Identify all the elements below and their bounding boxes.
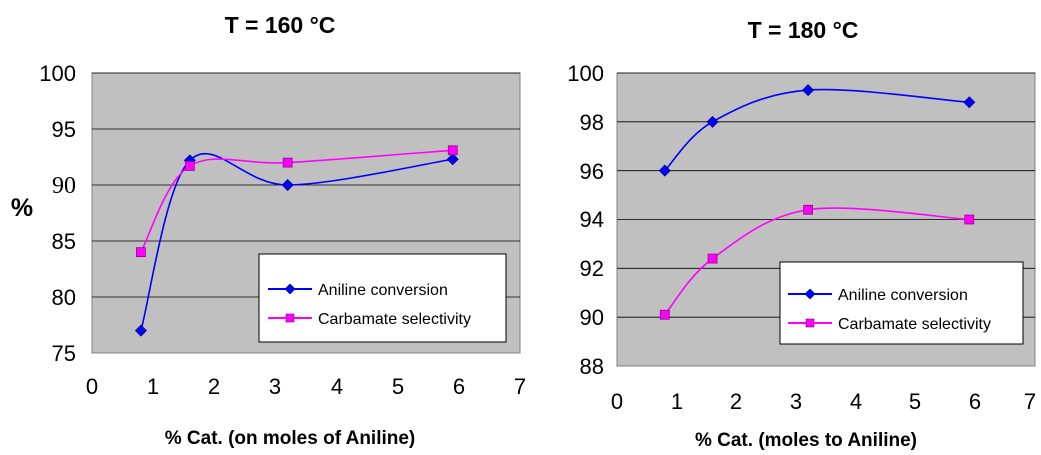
y-tick-label: 75 [52,341,76,366]
series-curves [140,149,453,331]
x-tick-labels: 0 1 2 3 4 5 6 7 [86,374,526,399]
data-point-square [136,247,146,258]
x-tick-label: 0 [611,389,623,414]
series-line-aniline-conversion [140,152,453,331]
y-tick-label: 98 [580,110,604,135]
data-point-diamond [134,324,147,337]
y-tick-label: 96 [580,159,604,184]
data-point-square [707,253,718,264]
y-tick-label: 100 [39,61,76,86]
data-point-diamond [706,115,719,128]
diamond-marker-icon [284,283,296,295]
data-point-square [282,157,293,168]
x-tick-label: 5 [392,374,404,399]
x-axis-label: % Cat. (moles to Aniline) [695,430,917,451]
y-tick-label: 80 [52,285,76,310]
x-tick-label: 4 [331,374,343,399]
y-tick-labels: 100 98 96 94 92 90 88 [567,61,604,379]
x-tick-label: 3 [269,374,281,399]
data-point-square [184,161,195,171]
x-tick-label: 6 [969,389,981,414]
legend-box [779,261,1024,345]
y-tick-label: 88 [580,354,604,379]
x-tick-label: 7 [514,374,526,399]
data-point-square [447,145,458,156]
data-point-diamond [963,96,976,109]
diamond-marker-icon [804,288,816,300]
data-point-diamond [446,153,459,166]
data-point-diamond [802,84,815,97]
series-line-carbamate-selectivity [664,207,970,316]
x-tick-labels: 0 1 2 3 4 5 6 7 [611,389,1036,414]
y-tick-label: 95 [52,117,76,142]
legend-label: Aniline conversion [838,287,968,304]
x-tick-label: 6 [453,374,465,399]
chart-title: T = 180 °C [748,17,859,43]
square-marker-icon [805,318,815,328]
y-tick-label: 92 [580,256,604,281]
y-tick-label: 90 [580,305,604,330]
y-tick-label: 94 [580,207,604,232]
data-point-square [659,309,670,320]
x-tick-label: 5 [909,389,921,414]
y-axis-label: % [11,194,33,222]
series-markers [134,145,459,337]
x-tick-label: 2 [208,374,220,399]
chart-title: T = 160 °C [225,12,336,38]
x-tick-label: 1 [671,389,683,414]
x-axis-label: % Cat. (on moles of Aniline) [165,428,416,449]
x-tick-label: 0 [86,374,98,399]
y-tick-label: 90 [52,173,76,199]
series-line-aniline-conversion [664,88,970,172]
chart-160: T = 160 °C 100 95 90 85 80 75 0 1 2 3 4 … [11,12,526,449]
y-tick-labels: 100 95 90 85 80 75 [39,61,76,366]
y-tick-label: 100 [567,61,604,86]
series-markers [658,84,976,320]
legend-box [258,253,507,343]
square-marker-icon [285,313,295,323]
data-point-diamond [281,179,294,191]
x-tick-label: 4 [850,389,862,414]
data-point-diamond [658,164,671,177]
legend-label: Carbamate selectivity [318,311,471,328]
legend: Aniline conversion Carbamate selectivity [258,253,507,343]
series-curves [664,88,970,316]
x-tick-label: 7 [1024,389,1036,414]
x-tick-label: 1 [147,374,159,399]
legend: Aniline conversion Carbamate selectivity [779,261,1024,345]
x-tick-label: 3 [790,389,802,414]
legend-label: Aniline conversion [318,282,448,299]
data-point-square [964,214,975,225]
x-tick-label: 2 [730,389,742,414]
legend-label: Carbamate selectivity [838,316,991,333]
series-line-carbamate-selectivity [140,149,453,253]
y-tick-label: 85 [52,229,76,254]
data-point-square [803,204,813,215]
chart-180: T = 180 °C 100 98 96 94 92 90 88 0 1 2 3… [567,17,1036,451]
